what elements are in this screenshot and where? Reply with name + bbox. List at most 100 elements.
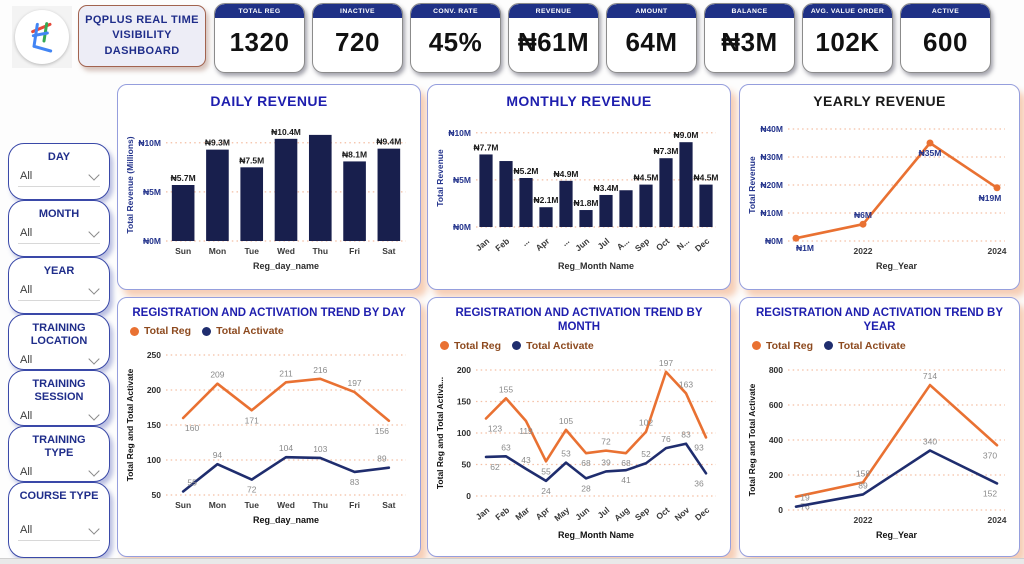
svg-text:Oct: Oct xyxy=(654,235,671,252)
yearly-revenue-chart-card: YEARLY REVENUE ₦0M ₦10M ₦20M ₦30M ₦40M Total … xyxy=(739,84,1020,290)
svg-text:₦19M: ₦19M xyxy=(979,192,1002,202)
filter-training-location-dropdown[interactable]: All xyxy=(18,353,100,372)
chevron-down-icon xyxy=(88,409,100,421)
svg-text:Oct: Oct xyxy=(654,505,671,522)
svg-text:76: 76 xyxy=(800,501,810,511)
filter-month-dropdown[interactable]: All xyxy=(18,226,100,245)
kpi-card-amount: AMOUNT 64M xyxy=(606,3,697,73)
svg-text:103: 103 xyxy=(313,444,327,454)
svg-text:89: 89 xyxy=(858,480,868,490)
filter-value: All xyxy=(20,170,33,183)
filter-value: All xyxy=(20,284,33,297)
kpi-value: ₦3M xyxy=(721,27,778,57)
svg-text:Reg_Month Name: Reg_Month Name xyxy=(558,530,634,540)
svg-text:₦5.7M: ₦5.7M xyxy=(171,173,196,183)
legend-label-total-activate: Total Activate xyxy=(216,325,284,338)
filter-course-type-dropdown[interactable]: All xyxy=(18,523,100,542)
svg-text:72: 72 xyxy=(247,485,257,495)
chart-title: REGISTRATION AND ACTIVATION TREND BY MON… xyxy=(455,307,703,334)
legend: Total Reg Total Activate xyxy=(130,325,420,337)
trend-by-day-plot[interactable]: 50 100 150 200 250 Total Reg and Total Activa… xyxy=(122,339,414,527)
yearly-revenue-plot[interactable]: ₦0M ₦10M ₦20M ₦30M ₦40M Total Revenue 2022 2024… xyxy=(744,113,1013,273)
chart-title: MONTHLY REVENUE xyxy=(506,93,652,109)
svg-text:200: 200 xyxy=(457,365,471,375)
svg-text:55: 55 xyxy=(187,478,197,488)
svg-text:Total Reg and Total Activa...: Total Reg and Total Activa... xyxy=(435,377,445,489)
svg-text:340: 340 xyxy=(923,436,937,446)
svg-text:41: 41 xyxy=(621,475,631,485)
svg-text:₦20M: ₦20M xyxy=(760,180,783,190)
legend-label-total-activate: Total Activate xyxy=(838,339,906,352)
svg-text:Total Revenue: Total Revenue xyxy=(747,155,757,213)
svg-text:Thu: Thu xyxy=(312,246,328,256)
svg-text:Fri: Fri xyxy=(349,500,360,510)
total-activate-legend-dot xyxy=(512,341,522,351)
kpi-label: CONV. RATE xyxy=(411,4,500,18)
svg-text:Jan: Jan xyxy=(474,235,492,252)
svg-text:Sat: Sat xyxy=(382,246,395,256)
kpi-row: TOTAL REG 1320 INACTIVE 720 CONV. RATE 4… xyxy=(214,3,991,73)
svg-text:150: 150 xyxy=(457,396,471,406)
svg-text:Tue: Tue xyxy=(244,500,259,510)
svg-text:Thu: Thu xyxy=(312,500,328,510)
svg-text:₦9.4M: ₦9.4M xyxy=(376,136,401,146)
filter-training-session-dropdown[interactable]: All xyxy=(18,409,100,428)
trend-by-month-plot[interactable]: 0 50 100 150 200 Total Reg and Total Activa..… xyxy=(432,354,724,542)
svg-text:100: 100 xyxy=(457,428,471,438)
svg-text:Jan: Jan xyxy=(474,505,492,522)
filter-label: TRAINING LOCATION xyxy=(30,322,88,348)
svg-text:Nov: Nov xyxy=(673,504,692,522)
svg-text:₦0M: ₦0M xyxy=(143,236,161,246)
svg-text:Tue: Tue xyxy=(244,246,259,256)
svg-text:800: 800 xyxy=(769,365,783,375)
svg-text:₦40M: ₦40M xyxy=(760,124,783,134)
trend-by-year-plot[interactable]: 0 200 400 600 800 Total Reg and Total Activat… xyxy=(744,354,1013,542)
svg-text:Jun: Jun xyxy=(573,235,591,252)
filter-label: TRAINING TYPE xyxy=(32,434,86,460)
kpi-card-balance: BALANCE ₦3M xyxy=(704,3,795,73)
total-reg-legend-dot xyxy=(440,341,449,351)
svg-text:₦9.0M: ₦9.0M xyxy=(673,130,698,140)
filter-label: YEAR xyxy=(43,265,75,277)
svg-text:102: 102 xyxy=(639,417,653,427)
filter-year-dropdown[interactable]: All xyxy=(18,283,100,302)
filter-training-type-dropdown[interactable]: All xyxy=(18,465,100,484)
filter-day-dropdown[interactable]: All xyxy=(18,169,100,188)
svg-text:400: 400 xyxy=(769,435,783,445)
chart-title: REGISTRATION AND ACTIVATION TREND BY YEA… xyxy=(755,307,1004,334)
svg-text:155: 155 xyxy=(499,384,513,394)
kpi-label: INACTIVE xyxy=(313,4,402,18)
svg-text:209: 209 xyxy=(210,370,224,380)
svg-text:₦5.2M: ₦5.2M xyxy=(513,166,538,176)
svg-text:...: ... xyxy=(519,235,531,247)
svg-text:Dec: Dec xyxy=(693,504,712,522)
svg-text:152: 152 xyxy=(983,488,997,498)
svg-text:₦7.7M: ₦7.7M xyxy=(473,142,498,152)
chevron-down-icon xyxy=(88,283,100,295)
monthly-revenue-chart-card: MONTHLY REVENUE ₦0M ₦5M ₦10M Total Revenue J… xyxy=(427,84,731,290)
kpi-label: ACTIVE xyxy=(901,4,990,18)
svg-text:2024: 2024 xyxy=(988,515,1007,525)
filter-value: All xyxy=(20,227,33,240)
svg-text:Total Reg and Total Activate: Total Reg and Total Activate xyxy=(125,369,135,482)
svg-text:100: 100 xyxy=(147,455,161,465)
svg-text:₦0M: ₦0M xyxy=(453,222,471,232)
legend-label-total-reg: Total Reg xyxy=(454,339,502,352)
svg-text:₦0M: ₦0M xyxy=(765,236,783,246)
svg-text:163: 163 xyxy=(679,379,693,389)
legend: Total Reg Total Activate xyxy=(440,340,730,352)
filter-value: All xyxy=(20,354,33,367)
svg-text:₦30M: ₦30M xyxy=(760,152,783,162)
pqplus-logo-icon xyxy=(15,10,69,64)
chevron-down-icon xyxy=(88,169,100,181)
svg-text:Sun: Sun xyxy=(175,246,191,256)
svg-text:43: 43 xyxy=(521,455,531,465)
kpi-card-active: ACTIVE 600 xyxy=(900,3,991,73)
svg-text:Reg_Year: Reg_Year xyxy=(876,530,918,540)
svg-text:₦4.9M: ₦4.9M xyxy=(553,168,578,178)
svg-text:83: 83 xyxy=(681,429,691,439)
taskbar-strip xyxy=(0,558,1024,564)
svg-text:Fri: Fri xyxy=(349,246,360,256)
